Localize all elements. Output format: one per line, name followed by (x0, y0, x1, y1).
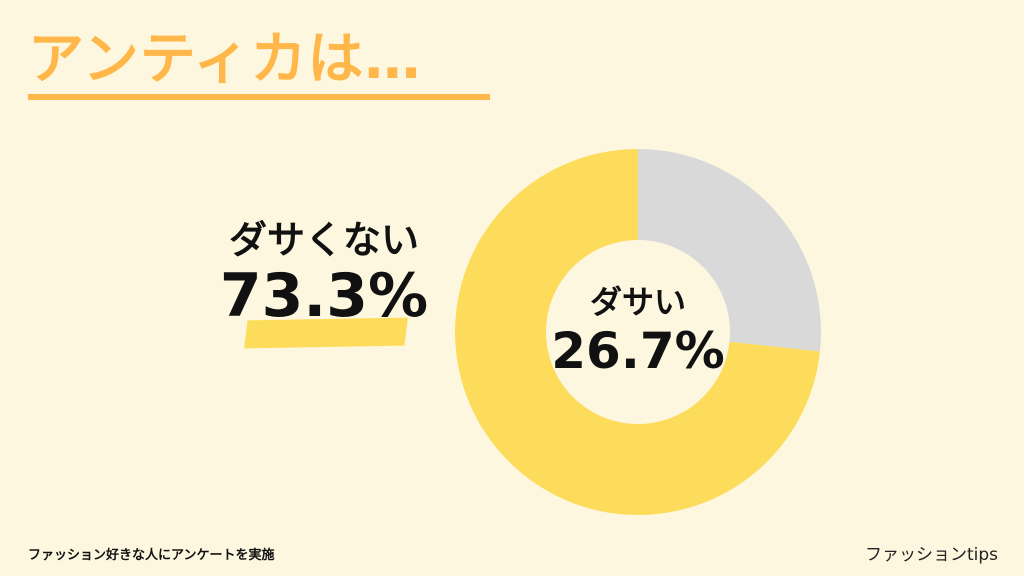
title-underline (28, 94, 490, 100)
label-not-uncool-text: ダサくない (228, 218, 419, 262)
page-title: アンティカは… (28, 27, 422, 92)
donut-slice-not-uncool (454, 149, 820, 515)
donut-slice-uncool (638, 149, 821, 352)
label-not-uncool-value: 73.3% (219, 261, 429, 331)
label-not-uncool: ダサくない 73.3% (214, 218, 434, 330)
label-uncool-text: ダサい (589, 283, 686, 321)
label-uncool-value: 26.7% (551, 322, 725, 380)
brand-name: ファッションtips (864, 545, 998, 565)
survey-source-note: ファッション好きな人にアンケートを実施 (28, 548, 275, 563)
label-uncool: ダサい 26.7% (533, 282, 743, 380)
